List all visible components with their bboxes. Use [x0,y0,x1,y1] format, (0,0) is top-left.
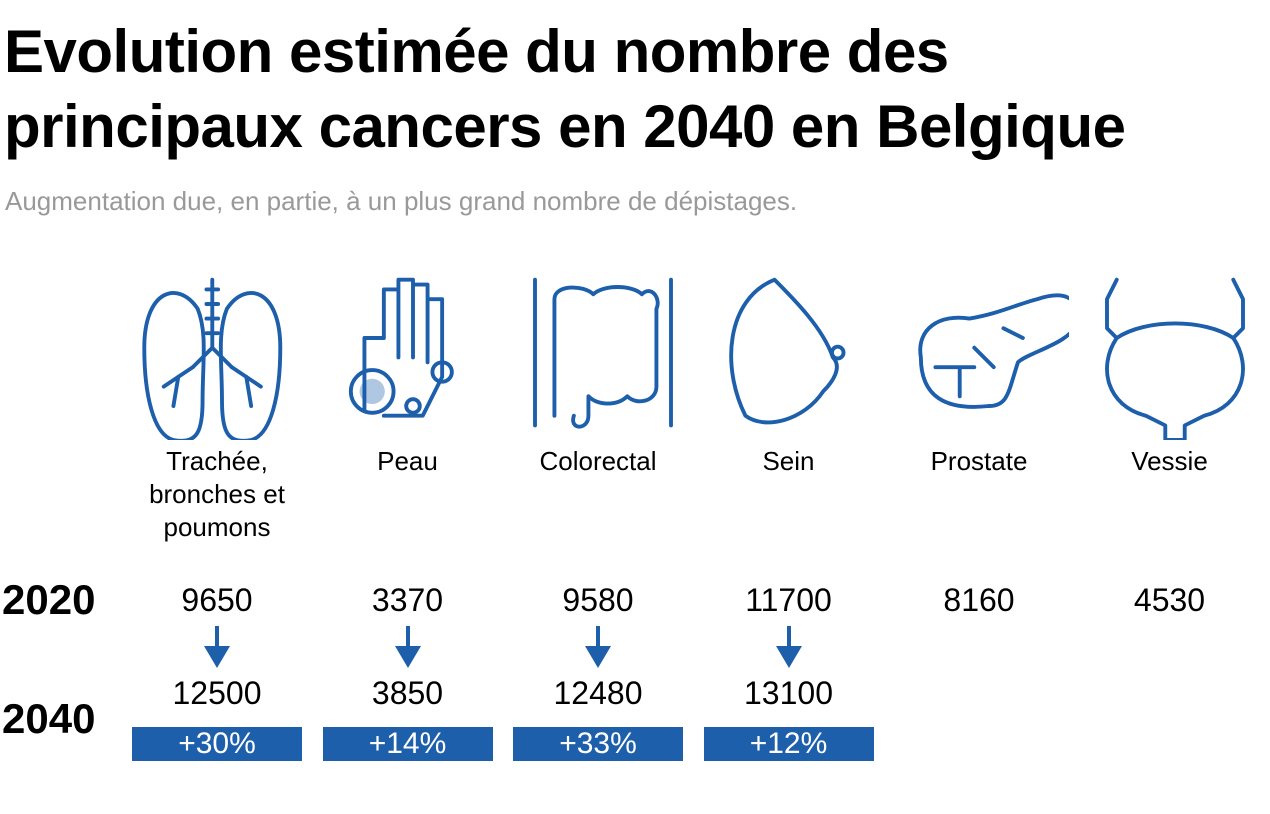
arrow [583,626,613,675]
change-badge: +14% [322,727,493,761]
arrow-icon [394,626,421,668]
title-line: Evolution estimée du nombre des [4,18,949,85]
value-2020: 4530 [1133,582,1206,618]
value-2020: 9650 [181,582,253,618]
arrow-icon [775,626,802,668]
organ-icon [709,270,879,445]
icon [918,293,1080,409]
value-2040: 13100 [744,675,833,711]
cancer-label: Colorectal [539,446,657,476]
arrow-icon [585,626,611,668]
title-line: principaux cancers en 2040 en Belgique [4,93,1126,160]
arrow-icon [204,626,230,668]
icon [1104,277,1245,442]
value-2040: 3850 [371,675,444,711]
change-badge: +33% [513,727,683,761]
value-2040: 12480 [553,675,643,711]
cancer-label: Sein [762,446,815,476]
subtitle: Augmentation due, en partie, à un plus g… [5,186,798,216]
change-badge: +12% [703,727,874,761]
organ-icon [518,270,688,445]
cancer-label: Peau [377,446,438,476]
arrow [774,626,804,675]
icon [348,277,454,418]
title: Evolution estimée du nombre des principa… [4,14,1126,164]
value-2020: 9580 [562,582,634,618]
organ-icon [137,270,307,445]
organ-icon [899,270,1080,445]
arrow [202,626,232,675]
icon [728,277,845,425]
row-label: 2020 [2,576,96,623]
icon [533,277,673,429]
arrow [393,626,423,675]
organ-icon [328,270,498,445]
value-2020: 11700 [745,582,832,618]
value-2020: 3370 [371,582,444,618]
row-label: 2040 [2,695,96,742]
organ-icon [1090,270,1260,445]
cancer-label: Vessie [1131,446,1208,476]
icon [142,277,283,443]
change-badge: +30% [132,727,302,761]
value-2020: 8160 [943,582,1015,618]
value-2040: 12500 [172,675,262,711]
cancer-label: Trachée, bronches et poumons [149,446,285,542]
cancer-label: Prostate [930,446,1028,476]
